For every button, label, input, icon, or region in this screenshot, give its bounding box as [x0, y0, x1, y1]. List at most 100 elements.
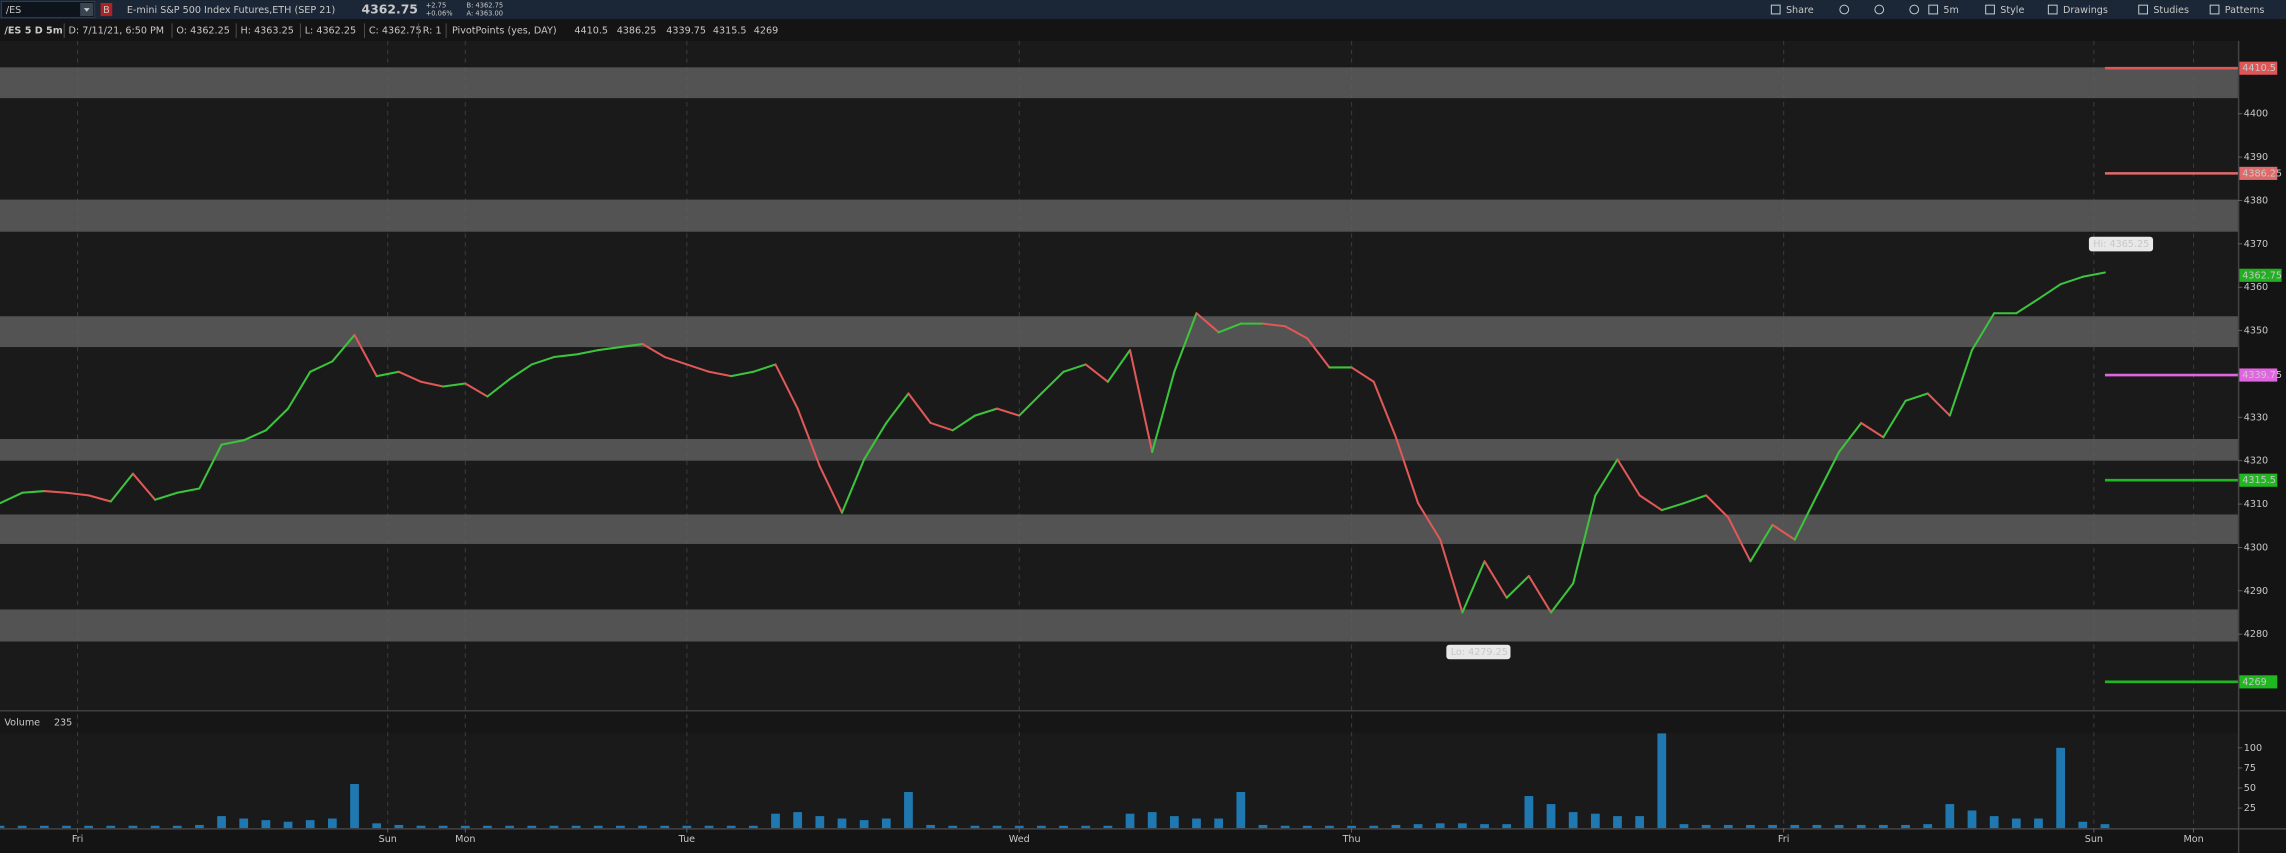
volume-bar: [483, 825, 492, 829]
volume-bar: [416, 825, 426, 829]
volume-bar: [837, 818, 847, 829]
price-segment: [1195, 312, 1220, 334]
volume-bar: [195, 824, 204, 829]
volume-bar: [1014, 825, 1024, 829]
pivot-value: 4339.75: [666, 26, 706, 37]
price-segment: [818, 465, 843, 514]
toolbar-button[interactable]: Studies: [2138, 4, 2189, 16]
volume-bar: [1635, 816, 1645, 829]
volume-bar: [1214, 818, 1224, 829]
price-segment: [730, 370, 755, 378]
x-tick-label: Sun: [2085, 834, 2103, 845]
price-segment: [353, 333, 378, 378]
price-segment: [1306, 337, 1331, 369]
price-segment: [1417, 502, 1442, 541]
toolbar-button[interactable]: Drawings: [2047, 4, 2108, 16]
y-tick-label: 100: [2244, 743, 2262, 754]
pivot-label: 4315.5: [2242, 475, 2276, 486]
toolbar-icon[interactable]: [1839, 4, 1850, 15]
volume-bar: [0, 825, 5, 829]
price-segment: [1217, 322, 1242, 334]
volume-bar: [970, 825, 980, 829]
volume-panel: [0, 733, 2238, 829]
volume-bar: [1037, 825, 1046, 829]
volume-bar: [726, 825, 736, 829]
price-segment: [264, 407, 290, 432]
description: E-mini S&P 500 Index Futures,ETH (SEP 21…: [127, 5, 335, 16]
y-tick-label: 4310: [2244, 499, 2268, 510]
price-segment: [1439, 538, 1464, 614]
volume-bar: [1790, 824, 1800, 829]
volume-bar: [394, 824, 404, 829]
price-segment: [530, 356, 555, 366]
toolbar-icon[interactable]: [1874, 4, 1885, 15]
toolbar-button[interactable]: Patterns: [2209, 4, 2264, 16]
price-segment: [1594, 458, 1619, 497]
toolbar: [0, 0, 2286, 20]
price-segment: [685, 363, 711, 373]
volume-bar: [1169, 816, 1179, 829]
button-icon: [1770, 4, 1781, 15]
volume-title: Volume: [4, 717, 40, 728]
price-segment: [597, 346, 622, 352]
price-plot: [0, 271, 2106, 614]
volume-bar: [1834, 824, 1844, 829]
volume-bar: [859, 820, 869, 829]
price-segment: [65, 491, 90, 497]
price-segment: [1948, 349, 1974, 417]
volume-bar: [62, 825, 71, 829]
volume-bar: [350, 783, 359, 829]
x-tick-label: Sun: [379, 834, 397, 845]
price-segment: [43, 490, 68, 494]
symbol-box[interactable]: [1, 1, 96, 18]
price-segment: [885, 392, 910, 424]
volume-bar: [1701, 824, 1711, 829]
volume-bar: [217, 816, 226, 829]
price-segment: [154, 491, 179, 501]
volume-bar: [1236, 792, 1246, 829]
volume-bar: [771, 813, 780, 829]
volume-bar: [549, 825, 559, 829]
price-zone: [0, 439, 2238, 461]
price-segment: [1394, 436, 1420, 505]
volume-bar: [1081, 825, 1091, 829]
badge: B: [103, 5, 110, 16]
volume-bar: [128, 825, 138, 829]
toolbar-button[interactable]: 5m: [1928, 4, 1959, 16]
pivot-label: 4410.5: [2242, 63, 2276, 74]
x-tick-label: Mon: [455, 834, 475, 845]
pivot-label-box: [2239, 61, 2278, 75]
info-item: H: 4363.25: [241, 26, 294, 37]
price-zone: [0, 67, 2238, 99]
grid: [77, 40, 2195, 829]
button-icon: [2047, 4, 2058, 15]
toolbar-button[interactable]: Style: [1985, 4, 2025, 16]
price-segment: [796, 407, 821, 468]
price-zone: [0, 609, 2238, 642]
price-segment: [1018, 392, 1043, 417]
volume-bar: [1480, 824, 1489, 829]
price-segment: [663, 356, 688, 366]
volume-bar: [1945, 804, 1955, 829]
volume-bar: [1856, 824, 1866, 829]
y-tick-label: 25: [2244, 803, 2256, 814]
chart-title: /ES 5 D 5m: [4, 26, 62, 37]
price-segment: [21, 490, 46, 494]
y-tick-label: 50: [2244, 783, 2256, 794]
toolbar-button[interactable]: Share: [1770, 4, 1814, 16]
price-segment: [375, 370, 400, 378]
price-segment: [198, 443, 223, 490]
y-tick-label: 4320: [2244, 456, 2268, 467]
info-item: R: 1: [423, 26, 442, 37]
axes: Fri Sun Mon Tue Wed Thu Fri Sun Mon 4280 4290 4300 4…: [72, 61, 2282, 845]
volume-bar: [571, 825, 581, 829]
price-zone: [0, 316, 2238, 348]
volume-bar: [527, 825, 537, 829]
toolbar-icon[interactable]: [1909, 4, 1920, 15]
x-tick-label: Thu: [1342, 834, 1361, 845]
price-segment: [87, 494, 112, 503]
pivot-value: 4269: [754, 26, 778, 37]
volume-bar: [172, 825, 182, 829]
price-segment: [774, 363, 799, 410]
price-segment: [1040, 370, 1065, 395]
